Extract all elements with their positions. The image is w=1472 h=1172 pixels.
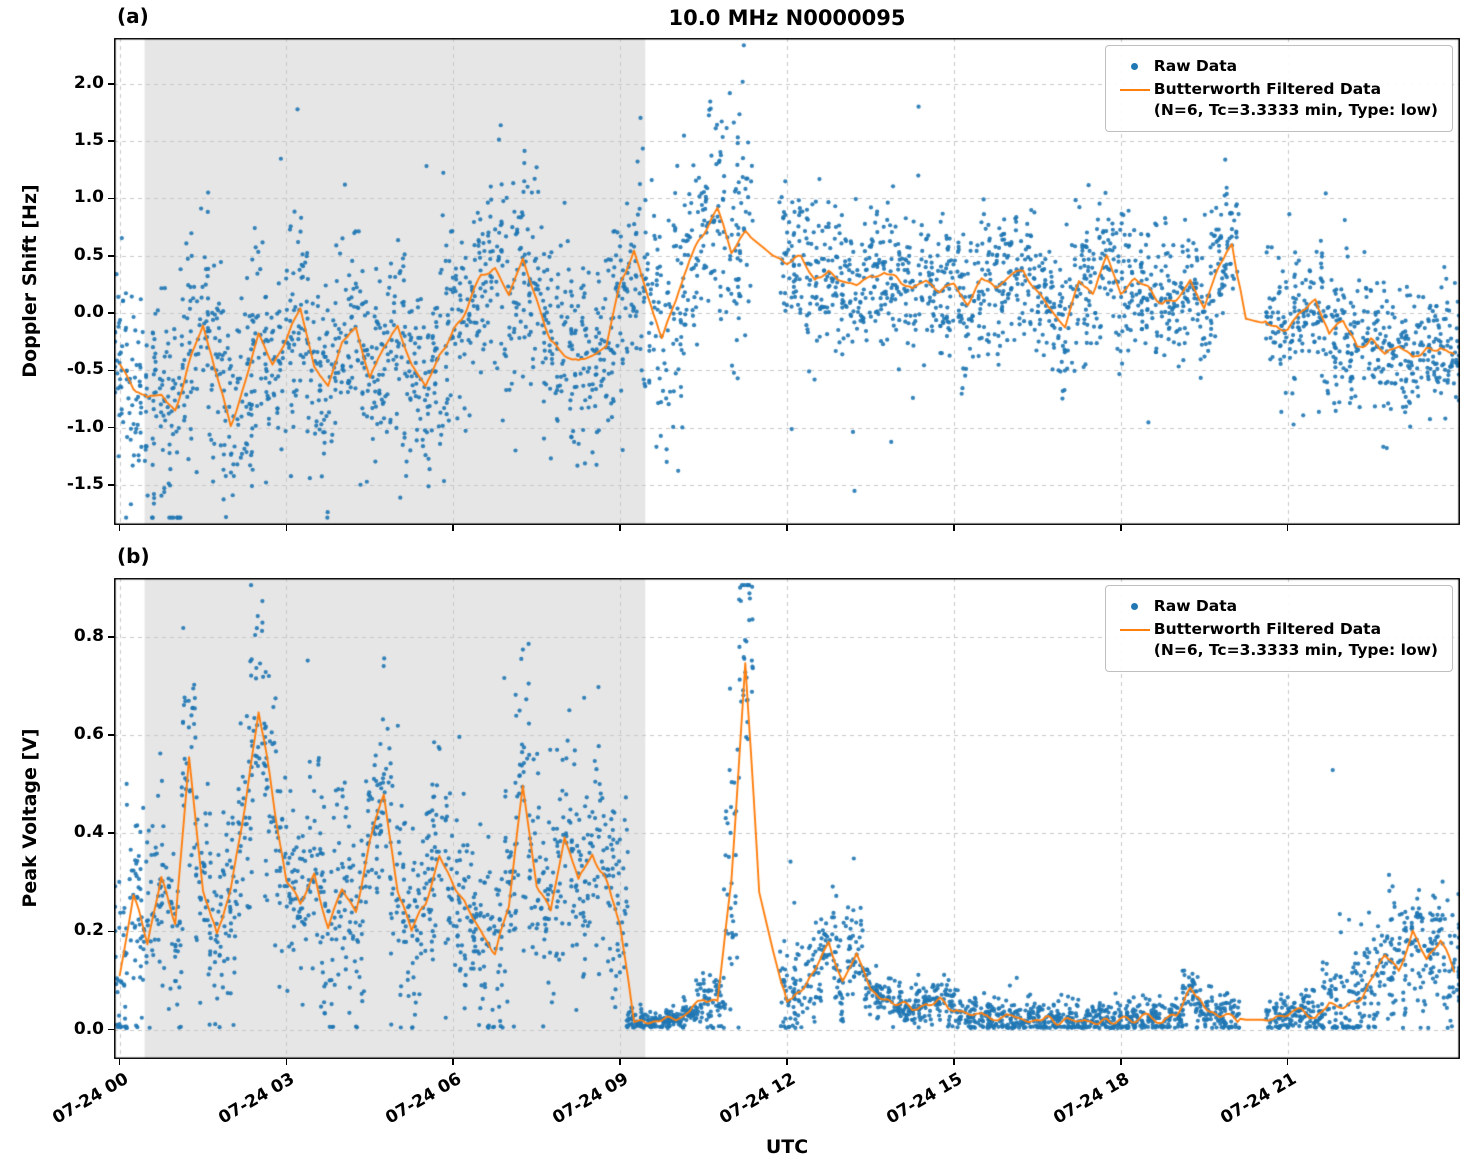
x-tick-label: 07-24 12 [716,1069,799,1129]
x-tick-mark [619,1059,621,1065]
x-tick-mark [786,525,788,531]
y-tick-label: 2.0 [73,72,104,93]
raw-data-marker-icon [1131,603,1139,610]
x-tick-mark [1119,525,1122,531]
y-tick-mark [108,636,114,638]
x-tick-mark [1286,1059,1289,1065]
doppler-shift-plot: Raw Data Butterworth Filtered Data (N=6, … [114,38,1460,525]
x-tick-label: 07-24 00 [48,1069,132,1129]
y-tick-label: 0.6 [73,724,104,745]
y-tick-label: -0.5 [66,359,104,380]
legend-a: Raw Data Butterworth Filtered Data (N=6, … [1104,45,1453,132]
y-tick-mark [108,254,114,257]
y-tick-label: 0.4 [73,822,104,843]
x-tick-mark [285,1059,288,1065]
chart-title: 10.0 MHz N0000095 [668,6,906,30]
y-tick-label: 0.2 [73,920,104,941]
legend-entry-raw: Raw Data [1116,56,1438,77]
x-tick-mark [118,525,121,531]
y-tick-mark [108,734,114,736]
y-axis-label-doppler: Doppler Shift [Hz] [19,184,41,378]
x-tick-mark [953,1059,955,1065]
peak-voltage-plot: Raw Data Butterworth Filtered Data (N=6, … [114,578,1460,1059]
x-tick-label: 07-24 09 [549,1069,633,1129]
legend-entry-filtered: Butterworth Filtered Data (N=6, Tc=3.3333… [1116,79,1438,121]
x-tick-mark [619,525,621,531]
legend-raw-label: Raw Data [1153,597,1238,615]
y-axis-label-voltage: Peak Voltage [V] [19,728,41,908]
y-tick-label: 0.5 [73,244,104,265]
legend-filtered-label: Butterworth Filtered Data [1153,620,1382,638]
y-tick-mark [108,484,114,486]
x-tick-mark [1286,525,1289,531]
x-tick-mark [786,1059,788,1065]
panel-b-tag: (b) [117,544,150,568]
legend-entry-raw: Raw Data [1116,596,1438,617]
x-tick-label: 07-24 18 [1050,1069,1133,1129]
x-tick-label: 07-24 06 [382,1069,466,1129]
filtered-line-icon [1119,88,1150,91]
y-tick-label: 0.0 [73,302,104,322]
x-tick-label: 07-24 15 [883,1069,966,1129]
y-tick-label: 0.8 [73,625,104,646]
legend-filtered-label: Butterworth Filtered Data [1153,80,1382,98]
y-tick-mark [108,930,114,933]
y-tick-mark [108,312,114,314]
y-tick-mark [108,832,114,835]
y-tick-mark [108,1028,114,1031]
filtered-line-icon [1119,628,1150,631]
legend-filtered-sublabel: (N=6, Tc=3.3333 min, Type: low) [1153,640,1438,659]
x-tick-mark [1119,1059,1122,1065]
x-axis-label: UTC [765,1136,809,1158]
y-tick-mark [108,426,114,429]
x-tick-mark [118,1059,121,1065]
legend-entry-filtered: Butterworth Filtered Data (N=6, Tc=3.3333… [1116,619,1438,661]
x-tick-label: 07-24 03 [215,1069,299,1129]
x-tick-mark [953,525,955,531]
y-tick-label: 0.0 [73,1018,104,1039]
y-tick-label: -1.5 [66,473,104,494]
legend-raw-label: Raw Data [1153,57,1238,75]
x-tick-label: 07-24 21 [1216,1069,1300,1129]
legend-filtered-sublabel: (N=6, Tc=3.3333 min, Type: low) [1153,100,1438,119]
x-tick-mark [452,1059,455,1065]
y-tick-mark [108,369,114,372]
y-tick-mark [108,83,114,85]
x-tick-mark [285,525,288,531]
y-tick-mark [108,140,114,142]
x-tick-mark [452,525,455,531]
raw-data-marker-icon [1131,63,1139,70]
panel-a-tag: (a) [117,4,149,28]
y-tick-label: 1.5 [73,130,104,151]
y-tick-mark [108,197,114,200]
y-tick-label: 1.0 [73,187,104,208]
legend-b: Raw Data Butterworth Filtered Data (N=6, … [1104,585,1453,672]
y-tick-label: -1.0 [66,416,104,437]
